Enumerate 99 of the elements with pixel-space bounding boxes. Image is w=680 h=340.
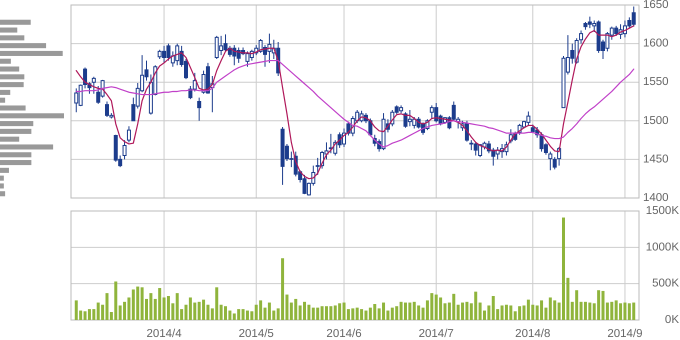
y-tick-label: 1450	[643, 153, 669, 166]
bar	[614, 300, 618, 320]
line-series	[76, 60, 634, 148]
candlestick	[122, 140, 127, 160]
bar	[395, 306, 398, 320]
bar	[0, 90, 10, 95]
bar	[0, 121, 34, 126]
bar	[294, 298, 298, 320]
y-tick-label: 1650	[643, 0, 669, 12]
bar	[329, 306, 332, 320]
candlestick	[430, 104, 434, 119]
candlestick	[158, 49, 162, 60]
bar	[74, 300, 78, 320]
bar	[0, 152, 32, 158]
bar	[136, 286, 140, 320]
candlestick	[175, 43, 180, 66]
bar	[0, 128, 32, 134]
bar	[198, 302, 201, 320]
bar	[0, 20, 31, 25]
bar	[390, 308, 394, 320]
x-tick-label: 2014/8	[515, 328, 550, 340]
bar	[96, 302, 100, 320]
bar	[237, 309, 240, 320]
bar	[610, 302, 614, 320]
candlestick	[614, 25, 618, 36]
line-series	[76, 25, 634, 180]
bar	[0, 74, 24, 80]
bar	[254, 304, 258, 320]
y-tick-label: 1500K	[646, 205, 680, 218]
bar	[0, 50, 63, 56]
bar	[316, 308, 320, 320]
x-tick-label: 2014/9	[607, 328, 643, 340]
candlestick	[632, 6, 636, 28]
bar	[430, 293, 434, 320]
y-tick-label: 1000K	[646, 241, 680, 254]
x-tick-label: 2014/4	[146, 328, 182, 340]
bar	[114, 281, 118, 320]
y-tick-label: 0K	[664, 314, 680, 326]
bar	[351, 308, 354, 320]
bar	[0, 160, 32, 166]
y-tick-label: 1500	[643, 114, 669, 127]
bar	[215, 287, 218, 320]
candlestick	[474, 142, 478, 156]
bar	[588, 302, 592, 320]
bar	[632, 302, 636, 320]
bar	[575, 290, 578, 320]
candlestick	[548, 151, 552, 171]
candlestick	[434, 102, 438, 123]
bar	[417, 305, 420, 320]
bar	[132, 289, 135, 320]
x-tick-label: 2014/5	[238, 328, 274, 340]
bar	[0, 35, 24, 40]
bar	[158, 288, 162, 320]
bar	[0, 82, 24, 88]
bar	[0, 183, 4, 188]
y-tick-label: 1400	[643, 192, 669, 204]
bar	[0, 136, 20, 142]
candlestick	[74, 88, 78, 113]
x-tick-label: 2014/6	[326, 328, 362, 340]
y-tick-label: 1600	[643, 38, 669, 50]
bar	[492, 296, 495, 320]
candlestick	[328, 133, 333, 154]
bar	[0, 105, 26, 111]
candlestick	[540, 132, 544, 152]
bar	[334, 305, 337, 320]
y-tick-label: 500K	[652, 278, 680, 290]
candlestick	[526, 111, 530, 126]
candlestick	[126, 126, 131, 143]
x-tick-label: 2014/7	[418, 328, 454, 340]
bar	[434, 294, 438, 320]
candlestick	[579, 30, 584, 44]
bar	[176, 293, 179, 320]
bar	[628, 303, 631, 320]
bar	[0, 43, 46, 48]
bar	[373, 304, 376, 320]
bar	[474, 292, 478, 320]
bar	[553, 300, 556, 320]
bar	[548, 297, 552, 320]
bar	[0, 191, 6, 196]
bar	[356, 308, 359, 320]
candlestick	[588, 16, 592, 29]
candlestick	[197, 97, 202, 122]
bar	[0, 144, 54, 150]
bar	[412, 302, 416, 320]
bar	[0, 98, 6, 103]
bar	[0, 28, 18, 33]
bar	[0, 66, 20, 72]
y-tick-label: 1550	[643, 76, 669, 88]
bar	[0, 176, 4, 181]
candlestick	[280, 126, 285, 186]
candlestick	[214, 35, 219, 60]
bar	[0, 168, 9, 173]
bar	[0, 113, 64, 118]
bar	[0, 58, 11, 64]
bar	[312, 308, 315, 320]
bar	[232, 313, 236, 320]
bar	[509, 305, 512, 320]
candlestick	[530, 124, 535, 134]
bar	[452, 294, 456, 320]
